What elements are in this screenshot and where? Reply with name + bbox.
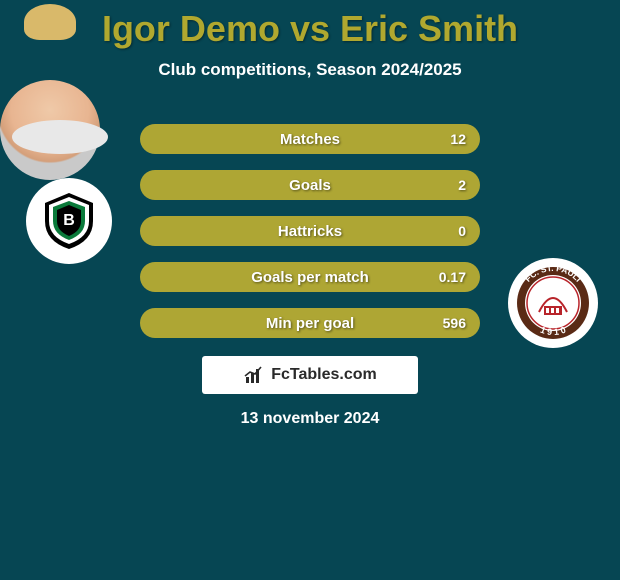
bar-label: Hattricks [140,216,480,246]
brand-text: FcTables.com [271,366,377,384]
stpauli-icon: FC. ST. PAULI 1 9 1 0 [516,266,590,340]
stat-row: Matches12 [140,124,480,154]
date-text: 13 november 2024 [0,410,620,428]
gladbach-icon: B [39,191,99,251]
bar-value-right: 0 [458,216,466,246]
bar-label: Goals per match [140,262,480,292]
stat-row: Min per goal596 [140,308,480,338]
svg-text:B: B [63,212,75,229]
stat-row: Goals2 [140,170,480,200]
subtitle: Club competitions, Season 2024/2025 [0,60,620,80]
stat-row: Goals per match0.17 [140,262,480,292]
page-title: Igor Demo vs Eric Smith [0,0,620,50]
bar-value-right: 12 [450,124,466,154]
stat-row: Hattricks0 [140,216,480,246]
bar-value-right: 0.17 [439,262,466,292]
bar-label: Min per goal [140,308,480,338]
bar-label: Goals [140,170,480,200]
stats-bars: Matches12 Goals2 Hattricks0 Goals per match… [140,124,480,354]
bar-value-right: 2 [458,170,466,200]
club-left-badge: B [26,178,112,264]
brand-chart-icon [243,364,265,386]
brand-box: FcTables.com [202,356,418,394]
bar-label: Matches [140,124,480,154]
player-left-portrait [12,120,108,154]
bar-value-right: 596 [443,308,466,338]
club-right-badge: FC. ST. PAULI 1 9 1 0 [508,258,598,348]
